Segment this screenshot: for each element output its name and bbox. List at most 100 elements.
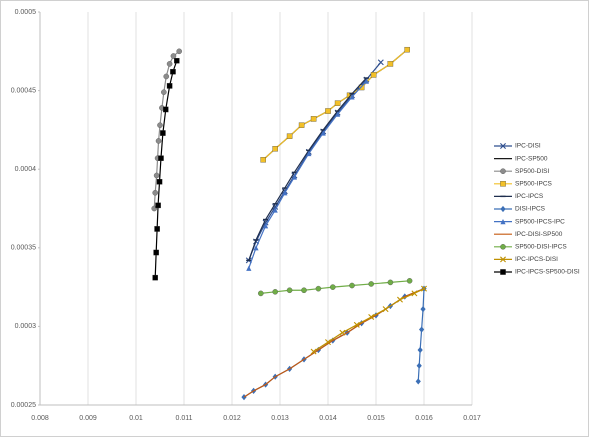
point xyxy=(152,274,158,281)
point xyxy=(260,157,266,163)
point xyxy=(253,245,259,251)
point xyxy=(301,287,307,294)
legend-label: SP500-DISI-IPCS xyxy=(515,244,567,251)
point xyxy=(349,282,355,289)
series-line xyxy=(260,280,410,294)
x-tick-label: 0.01 xyxy=(129,415,143,422)
point xyxy=(325,339,331,346)
point xyxy=(163,106,169,113)
point xyxy=(363,78,369,84)
y-tick-label: 0.00035 xyxy=(11,245,36,252)
point xyxy=(325,108,331,114)
y-tick-label: 0.0004 xyxy=(15,166,37,173)
point xyxy=(166,83,173,89)
point xyxy=(282,190,288,196)
legend-label: DISI-IPCS xyxy=(515,206,546,213)
legend-label: SP500-IPCS xyxy=(515,181,553,188)
point xyxy=(154,226,160,232)
point xyxy=(272,203,279,210)
point xyxy=(368,313,375,320)
point xyxy=(310,348,317,355)
legend-label: IPC-IPCS xyxy=(515,193,544,200)
legend-label: IPC-IPCS-SP500-DISI xyxy=(515,269,580,276)
x-tick-label: 0.014 xyxy=(319,415,337,422)
point xyxy=(161,89,167,95)
point xyxy=(272,146,278,152)
legend: IPC-DISI IPC-SP500 SP500-DISI SP500-IPCS IPC… xyxy=(494,143,580,276)
point xyxy=(156,179,163,185)
legend-label: IPC-DISI-SP500 xyxy=(515,231,563,238)
x-tick-label: 0.016 xyxy=(415,415,433,422)
point xyxy=(377,59,384,66)
point xyxy=(421,285,427,292)
point xyxy=(166,61,173,67)
point xyxy=(246,265,252,271)
point xyxy=(157,122,163,128)
point xyxy=(310,116,317,122)
y-tick-label: 0.0005 xyxy=(15,9,37,16)
point xyxy=(174,57,180,64)
legend-label: IPC-SP500 xyxy=(515,155,548,162)
point xyxy=(286,133,293,139)
point xyxy=(404,46,410,53)
point xyxy=(320,130,326,136)
point xyxy=(329,284,336,290)
point xyxy=(416,362,422,369)
point xyxy=(153,249,159,256)
point xyxy=(415,378,421,385)
point xyxy=(397,296,403,303)
point xyxy=(420,306,426,313)
point xyxy=(358,84,365,91)
legend-label: IPC-DISI xyxy=(515,143,541,150)
point xyxy=(155,138,162,144)
point xyxy=(160,130,166,136)
point xyxy=(334,100,341,106)
point xyxy=(291,174,297,180)
point xyxy=(152,189,158,196)
point xyxy=(315,285,322,292)
point xyxy=(272,289,279,295)
legend-marker xyxy=(500,143,506,149)
legend-marker xyxy=(500,219,506,225)
point xyxy=(170,53,177,59)
point xyxy=(257,290,264,297)
point xyxy=(387,61,394,67)
y-tick-label: 0.00025 xyxy=(11,402,36,409)
point xyxy=(298,122,305,128)
x-tick-label: 0.008 xyxy=(31,415,49,422)
point xyxy=(419,326,425,333)
point xyxy=(417,346,423,354)
point xyxy=(263,223,269,229)
point xyxy=(339,329,346,336)
point xyxy=(335,111,341,117)
legend-marker xyxy=(500,243,506,250)
legend-marker xyxy=(500,269,506,275)
x-tick-label: 0.009 xyxy=(79,415,97,422)
x-tick-label: 0.013 xyxy=(271,415,289,422)
point xyxy=(153,172,160,179)
point xyxy=(406,278,413,284)
point xyxy=(353,321,360,328)
point xyxy=(286,287,293,294)
legend-marker xyxy=(500,256,506,263)
point xyxy=(370,72,377,78)
legend-marker xyxy=(500,168,506,174)
y-tick-label: 0.00045 xyxy=(11,87,36,94)
point xyxy=(349,94,355,100)
legend-label: SP500-DISI xyxy=(515,168,550,175)
point xyxy=(158,155,164,161)
point xyxy=(163,73,170,80)
point xyxy=(272,207,278,213)
point xyxy=(155,202,161,209)
legend-marker xyxy=(500,181,506,187)
point xyxy=(387,279,394,286)
x-tick-label: 0.015 xyxy=(367,415,385,422)
x-tick-label: 0.017 xyxy=(463,415,481,422)
point xyxy=(382,306,389,313)
x-tick-label: 0.011 xyxy=(176,415,193,422)
legend-label: SP500-IPCS-IPC xyxy=(515,218,565,225)
point xyxy=(306,150,312,157)
